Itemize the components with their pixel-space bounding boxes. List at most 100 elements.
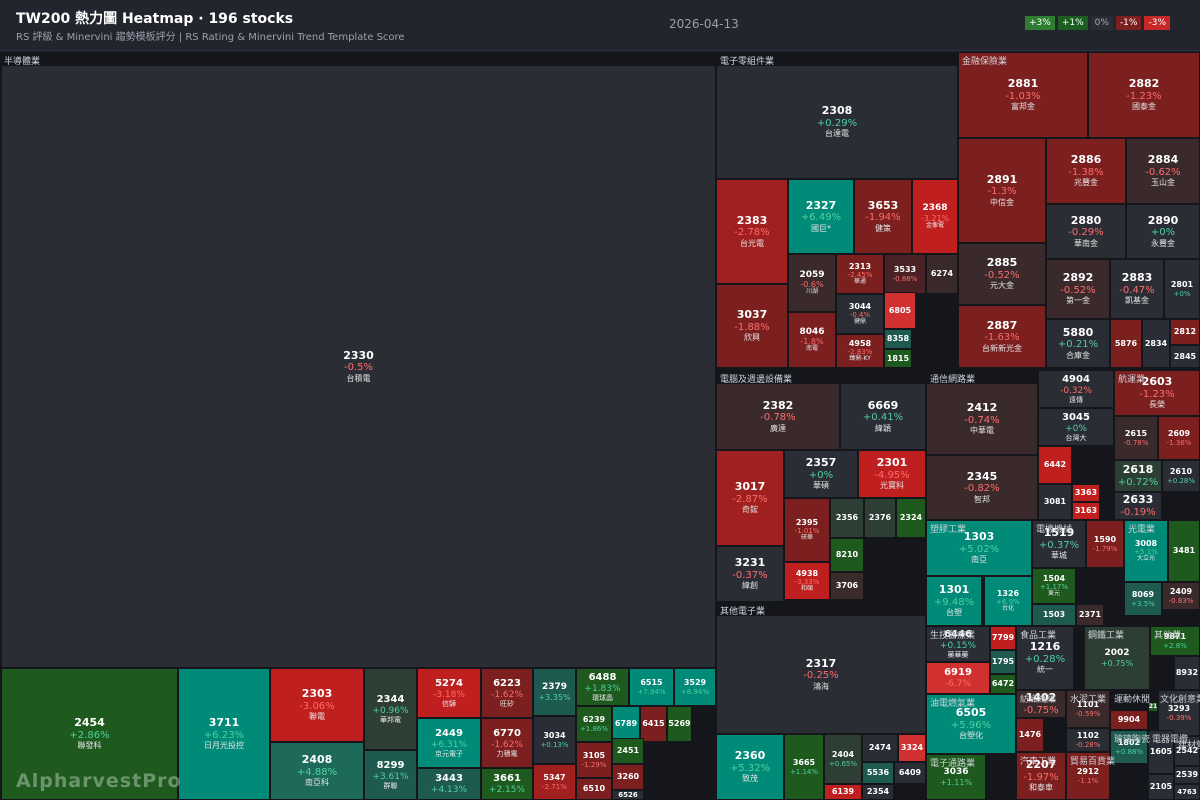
stock-tile[interactable]: 6919 -6.7% xyxy=(926,662,990,694)
stock-tile[interactable]: 2603 -1.23% 長榮 xyxy=(1114,370,1200,416)
stock-tile[interactable]: 1402 -0.75% xyxy=(1016,690,1066,718)
stock-tile[interactable]: 2891 -1.3% 中信金 xyxy=(958,138,1046,243)
stock-tile[interactable]: 5269 xyxy=(667,706,692,742)
stock-tile[interactable]: 2610 +0.28% xyxy=(1162,460,1200,492)
stock-tile[interactable]: 1802 +0.88% xyxy=(1110,730,1148,764)
stock-tile[interactable]: 2105 xyxy=(1148,774,1174,800)
stock-tile[interactable]: 2890 +0% 永豐金 xyxy=(1126,204,1200,259)
stock-tile[interactable]: 5876 xyxy=(1110,319,1142,368)
stock-tile[interactable]: 8358 xyxy=(884,329,912,349)
stock-tile[interactable]: 2880 -0.29% 華南金 xyxy=(1046,204,1126,259)
stock-tile[interactable]: 3081 xyxy=(1038,484,1072,520)
stock-tile[interactable]: 2303 -3.06% 聯電 xyxy=(270,668,364,742)
stock-tile[interactable]: 2357 +0% 華碩 xyxy=(784,450,858,498)
stock-tile[interactable]: 8210 xyxy=(1148,702,1158,712)
stock-tile[interactable]: 2618 +0.72% xyxy=(1114,460,1162,492)
stock-tile[interactable]: 3363 xyxy=(1072,484,1100,502)
stock-tile[interactable]: 1815 xyxy=(884,349,912,368)
stock-tile[interactable]: 2301 -4.95% 光寶科 xyxy=(858,450,926,498)
stock-tile[interactable]: 2395 -1.01% 研華 xyxy=(784,498,830,562)
stock-tile[interactable]: 1476 xyxy=(1016,718,1044,752)
stock-tile[interactable]: 2404 +0.65% xyxy=(824,734,862,784)
stock-tile[interactable]: 1301 +9.48% 台塑 xyxy=(926,576,982,626)
stock-tile[interactable]: 2887 -1.63% 台新新光金 xyxy=(958,305,1046,368)
stock-tile[interactable]: 6472 xyxy=(990,674,1016,694)
stock-tile[interactable]: 3293 -0.39% xyxy=(1158,690,1200,736)
stock-tile[interactable]: 4904 -0.32% 遠傳 xyxy=(1038,370,1114,408)
stock-tile[interactable]: 2615 -0.78% xyxy=(1114,416,1158,460)
stock-tile[interactable]: 1101 -0.59% xyxy=(1066,690,1110,728)
stock-tile[interactable]: 2845 xyxy=(1170,345,1200,368)
stock-tile[interactable]: 3324 xyxy=(898,734,926,762)
stock-tile[interactable]: 6446 +0.15% 藥華藥 xyxy=(926,626,990,662)
stock-tile[interactable]: 3163 xyxy=(1072,502,1100,520)
stock-tile[interactable]: 6488 +1.83% 環球晶 xyxy=(576,668,629,706)
stock-tile[interactable]: 3653 -1.94% 健策 xyxy=(854,179,912,254)
stock-tile[interactable]: 1303 +5.02% 南亞 xyxy=(926,520,1032,576)
stock-tile[interactable]: 2454 +2.86% 聯發科 xyxy=(1,668,178,800)
stock-tile[interactable]: 6805 xyxy=(884,292,916,329)
stock-tile[interactable]: 3044 -0.4% 健鼎 xyxy=(836,294,884,334)
stock-tile[interactable]: 2884 -0.62% 玉山金 xyxy=(1126,138,1200,204)
stock-tile[interactable]: 2371 xyxy=(1076,604,1104,626)
stock-tile[interactable]: 1795 xyxy=(990,650,1016,674)
stock-tile[interactable]: 6274 xyxy=(926,254,958,294)
stock-tile[interactable]: 2474 xyxy=(862,734,898,762)
stock-tile[interactable]: 1519 +0.37% 華城 xyxy=(1032,520,1086,568)
stock-tile[interactable]: 2324 xyxy=(896,498,926,538)
stock-tile[interactable]: 3260 xyxy=(612,764,644,790)
stock-tile[interactable]: 2327 +6.49% 國巨* xyxy=(788,179,854,254)
stock-tile[interactable]: 6239 +1.86% xyxy=(576,706,612,742)
stock-tile[interactable]: 6770 -1.62% 力積電 xyxy=(481,718,533,768)
stock-tile[interactable]: 2812 xyxy=(1170,319,1200,345)
stock-tile[interactable]: 2059 -0.6% 川湖 xyxy=(788,254,836,312)
stock-tile[interactable]: 2313 -2.45% 華通 xyxy=(836,254,884,294)
stock-tile[interactable]: 1503 xyxy=(1032,604,1076,626)
stock-tile[interactable]: 2882 -1.23% 國泰金 xyxy=(1088,52,1200,138)
stock-tile[interactable]: 8299 +3.61% 群聯 xyxy=(364,750,417,800)
stock-tile[interactable]: 6526 xyxy=(612,790,644,800)
stock-tile[interactable]: 8932 xyxy=(1174,656,1200,690)
stock-tile[interactable]: 2382 -0.78% 廣達 xyxy=(716,383,840,450)
stock-tile[interactable]: 7799 xyxy=(990,626,1016,650)
stock-tile[interactable]: 8046 -1.8% 南電 xyxy=(788,312,836,368)
stock-tile[interactable]: 3533 -0.88% xyxy=(884,254,926,294)
stock-tile[interactable]: 5274 -3.18% 信驊 xyxy=(417,668,481,718)
stock-tile[interactable]: 6789 xyxy=(612,706,640,742)
stock-tile[interactable]: 2609 -1.36% xyxy=(1158,416,1200,460)
stock-tile[interactable]: 3105 -1.29% xyxy=(576,742,612,778)
stock-tile[interactable]: 9904 xyxy=(1110,710,1148,730)
stock-tile[interactable]: 2344 +0.96% 華邦電 xyxy=(364,668,417,750)
stock-tile[interactable]: 2308 +0.29% 台達電 xyxy=(716,65,958,179)
stock-tile[interactable]: 3661 +2.15% xyxy=(481,768,533,800)
stock-tile[interactable]: 4938 -3.33% 和碩 xyxy=(784,562,830,600)
stock-tile[interactable]: 1216 +0.28% 統一 xyxy=(1016,626,1074,690)
stock-tile[interactable]: 2885 -0.52% 元大金 xyxy=(958,243,1046,305)
stock-tile[interactable]: 2409 -0.83% xyxy=(1162,582,1200,610)
stock-tile[interactable]: 3045 +0% 台灣大 xyxy=(1038,408,1114,446)
stock-tile[interactable]: 5536 xyxy=(862,762,894,784)
stock-tile[interactable]: 3481 xyxy=(1168,520,1200,582)
stock-tile[interactable]: 5880 +0.21% 合庫金 xyxy=(1046,319,1110,368)
stock-tile[interactable]: 6442 xyxy=(1038,446,1072,484)
stock-tile[interactable]: 2376 xyxy=(864,498,896,538)
stock-tile[interactable]: 5347 -2.71% xyxy=(533,764,576,800)
stock-tile[interactable]: 3665 +1.14% xyxy=(784,734,824,800)
stock-tile[interactable]: 3711 +6.23% 日月光投控 xyxy=(178,668,270,800)
stock-tile[interactable]: 9871 +2.8% xyxy=(1150,626,1200,656)
stock-tile[interactable]: 2330 -0.5% 台積電 xyxy=(1,65,716,668)
stock-tile[interactable]: 3017 -2.87% 奇鋐 xyxy=(716,450,784,546)
stock-tile[interactable]: 2892 -0.52% 第一金 xyxy=(1046,259,1110,319)
stock-tile[interactable]: 2539 xyxy=(1174,766,1200,784)
stock-tile[interactable]: 6409 xyxy=(894,762,926,784)
stock-tile[interactable]: 2412 -0.74% 中華電 xyxy=(926,383,1038,455)
stock-tile[interactable]: 2354 xyxy=(862,784,894,800)
stock-tile[interactable]: 3443 +4.13% xyxy=(417,768,481,800)
stock-tile[interactable]: 8069 +3.5% xyxy=(1124,582,1162,616)
stock-tile[interactable]: 6515 +7.94% xyxy=(629,668,674,706)
stock-tile[interactable]: 2449 +6.31% 京元電子 xyxy=(417,718,481,768)
stock-tile[interactable]: 2408 +4.88% 南亞科 xyxy=(270,742,364,800)
stock-tile[interactable]: 2383 -2.78% 台光電 xyxy=(716,179,788,284)
stock-tile[interactable]: 2801 +0% xyxy=(1164,259,1200,319)
stock-tile[interactable]: 3529 +8.94% xyxy=(674,668,716,706)
